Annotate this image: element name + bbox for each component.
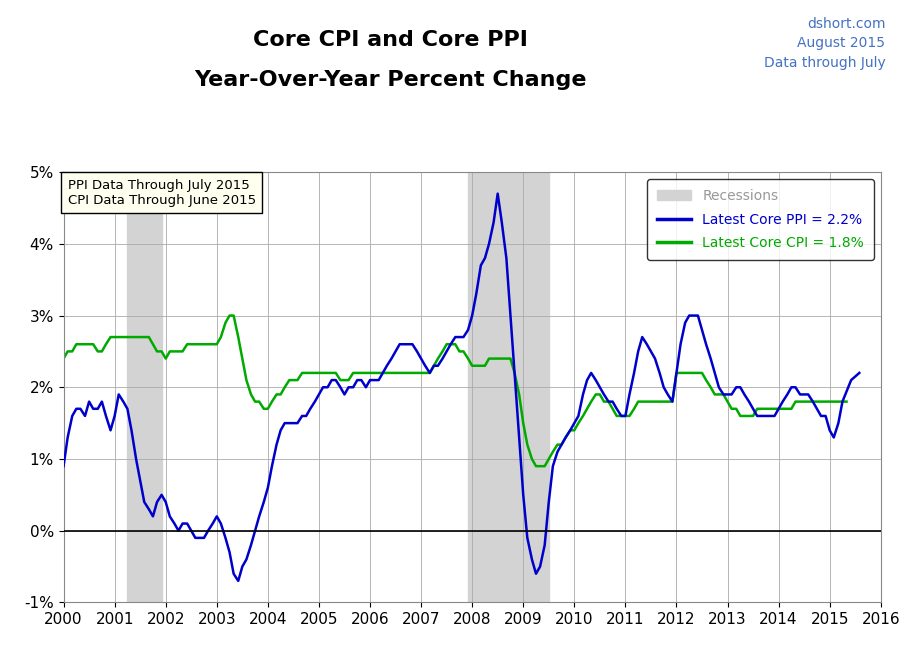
Text: Year-Over-Year Percent Change: Year-Over-Year Percent Change [194, 70, 587, 89]
Text: August 2015: August 2015 [797, 36, 885, 50]
Text: PPI Data Through July 2015
CPI Data Through June 2015: PPI Data Through July 2015 CPI Data Thro… [68, 179, 256, 207]
Bar [127, 172, 162, 602]
Text: dshort.com: dshort.com [807, 17, 885, 30]
Bar [469, 172, 548, 602]
Text: Core CPI and Core PPI: Core CPI and Core PPI [253, 30, 528, 50]
Legend: Recessions, Latest Core PPI = 2.2%, Latest Core CPI = 1.8%: Recessions, Latest Core PPI = 2.2%, Late… [646, 179, 873, 260]
Text: Data through July: Data through July [764, 56, 885, 70]
